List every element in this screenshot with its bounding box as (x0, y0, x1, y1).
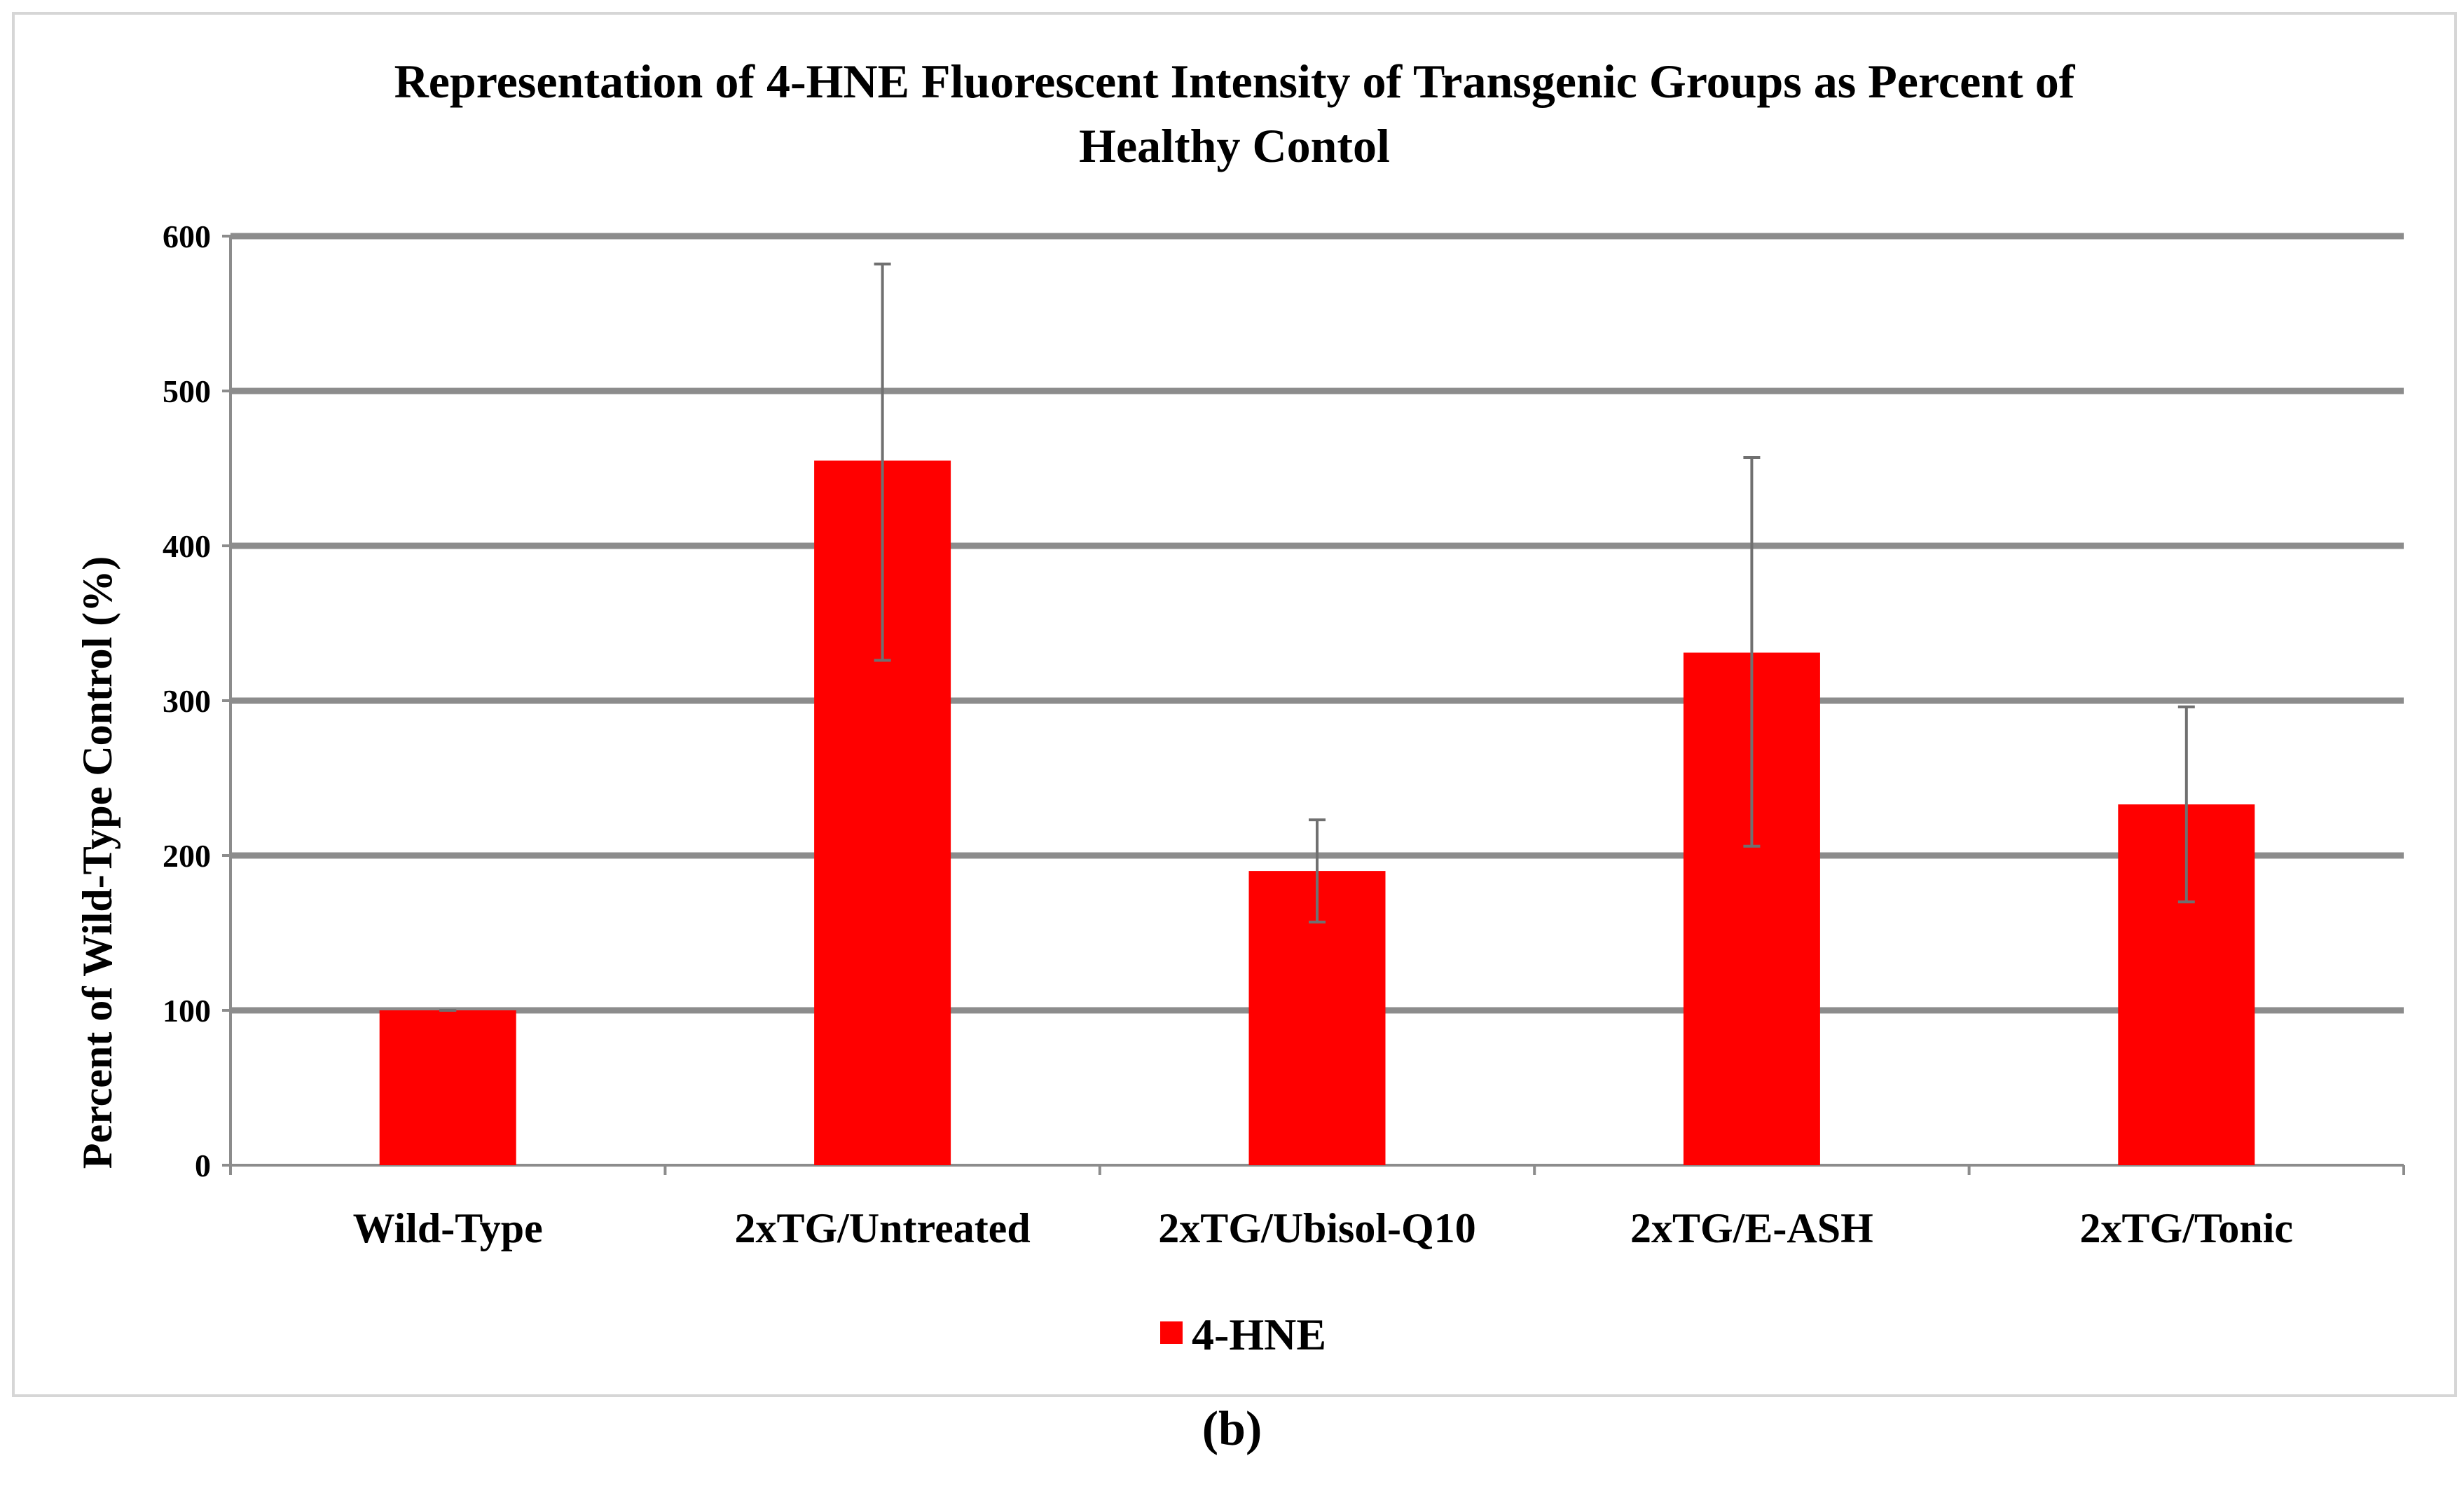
bar-1 (379, 1010, 516, 1165)
legend-label-4-hne: 4-HNE (1192, 1310, 1326, 1359)
y-tick-label-300: 300 (163, 683, 211, 719)
y-tick-label-100: 100 (163, 993, 211, 1029)
y-axis-title: Percent of Wild-Type Control (%) (74, 556, 121, 1169)
x-tick-label-3: 2xTG/Ubisol-Q10 (1158, 1205, 1475, 1251)
y-tick-label-0: 0 (195, 1148, 211, 1183)
y-tick-label-600: 600 (163, 219, 211, 254)
bars (379, 460, 2255, 1165)
x-tick-label-4: 2xTG/E-ASH (1630, 1205, 1873, 1251)
legend: 4-HNE (1160, 1310, 1326, 1359)
x-tick-label-1: Wild-Type (353, 1205, 543, 1251)
y-tick-label-400: 400 (163, 528, 211, 564)
chart-title-line-1: Representation of 4-HNE Fluorescent Inte… (394, 55, 2076, 108)
chart-frame: Representation of 4-HNE Fluorescent Inte… (12, 12, 2457, 1397)
y-tick-label-500: 500 (163, 373, 211, 409)
tick-labels: 0 100 200 300 400 500 600 Wild-Type 2xTG/Untreat… (163, 219, 2293, 1251)
x-tick-label-2: 2xTG/Untreated (734, 1205, 1030, 1251)
gridlines (230, 233, 2404, 1014)
x-tick-label-5: 2xTG/Tonic (2080, 1205, 2294, 1251)
y-tick-label-200: 200 (163, 838, 211, 874)
legend-swatch-4-hne (1160, 1321, 1183, 1344)
chart-title-line-2: Healthy Contol (1079, 119, 1390, 172)
bar-chart: Representation of 4-HNE Fluorescent Inte… (74, 55, 2405, 1359)
error-bars (439, 262, 2195, 1012)
panel-label: (b) (1202, 1402, 1262, 1456)
